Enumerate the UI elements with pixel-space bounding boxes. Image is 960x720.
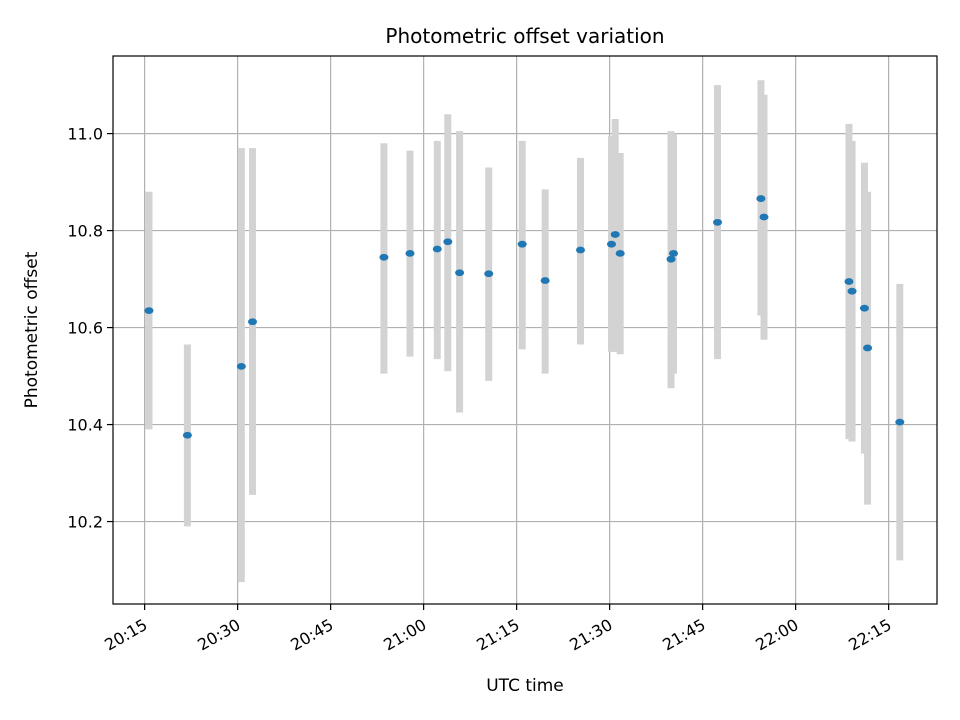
- data-point: [182, 431, 192, 439]
- data-point: [759, 213, 769, 221]
- data-point: [575, 246, 585, 254]
- x-axis-title: UTC time: [486, 676, 564, 696]
- data-points: [144, 195, 905, 439]
- data-point: [248, 318, 258, 326]
- y-tick-label: 10.2: [67, 513, 103, 532]
- y-tick-label: 11.0: [67, 125, 103, 144]
- data-point: [863, 344, 873, 352]
- chart-title: Photometric offset variation: [385, 24, 664, 48]
- data-point: [756, 195, 766, 202]
- data-point: [455, 269, 465, 277]
- data-point: [517, 240, 527, 248]
- data-point: [540, 277, 550, 284]
- data-point: [443, 238, 453, 246]
- data-point: [432, 245, 442, 253]
- data-point: [844, 278, 854, 285]
- data-point: [606, 240, 616, 248]
- data-point: [713, 218, 723, 226]
- data-point: [379, 253, 389, 261]
- data-point: [668, 249, 678, 257]
- data-point: [666, 255, 676, 263]
- y-tick-label: 10.6: [67, 319, 103, 338]
- data-point: [405, 249, 415, 257]
- data-point: [895, 418, 905, 426]
- data-point: [615, 249, 625, 257]
- data-point: [859, 304, 869, 312]
- data-point: [484, 270, 494, 278]
- data-point: [847, 287, 857, 295]
- y-tick-label: 10.8: [67, 222, 103, 241]
- y-axis-title: Photometric offset: [22, 251, 42, 408]
- y-tick-label: 10.4: [67, 416, 103, 435]
- data-point: [610, 231, 620, 238]
- data-point: [236, 362, 246, 370]
- plot-frame: [112, 55, 938, 605]
- data-point: [144, 307, 154, 315]
- y-axis-ticks: 10.2 10.4 10.6 10.8 11.0: [67, 125, 113, 532]
